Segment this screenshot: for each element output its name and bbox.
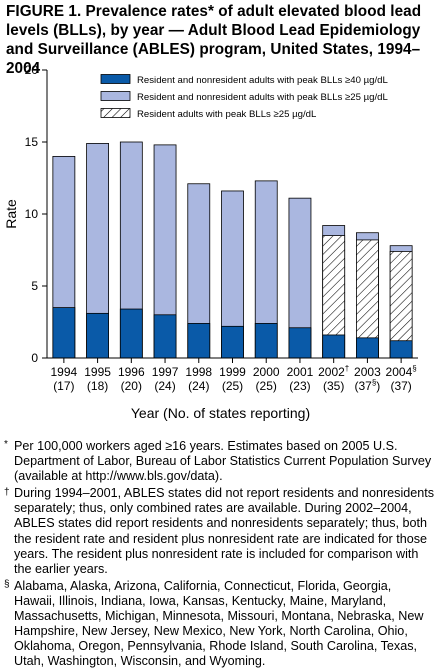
x-tick-sublabel-2003: (37§) [355, 378, 381, 393]
bar-peak-40-1994 [52, 307, 76, 359]
x-tick-sublabel-1994: (17) [53, 379, 74, 393]
y-axis-title: Rate [3, 199, 19, 229]
y-tick-label-20: 20 [25, 63, 39, 77]
x-tick-label-2001: 2001 [287, 365, 314, 379]
bars-layer [52, 141, 413, 359]
x-tick-sublabel-1998: (24) [188, 379, 209, 393]
legend-label-3: Resident adults with peak BLLs ≥25 µg/dL [137, 109, 317, 120]
footnote-star: * Per 100,000 workers aged ≥16 years. Es… [4, 439, 436, 484]
x-tick-sublabel-2001: (23) [289, 379, 310, 393]
footnote-section: § Alabama, Alaska, Arizona, California, … [4, 579, 436, 670]
x-tick-label-1995: 1995 [84, 365, 111, 379]
x-tick-label-1994: 1994 [51, 365, 78, 379]
bar-chart: 0 5 10 15 20 Rate 1994(17) 1995(18) 1996(20) 1997… [3, 63, 418, 393]
legend-label-1: Resident and nonresident adults with pea… [137, 75, 388, 86]
footnote-dagger-mark: † [4, 487, 10, 499]
bar-peak-40-1996 [119, 308, 143, 359]
x-tick-label-1998: 1998 [185, 365, 212, 379]
bar-peak-40-2003 [356, 337, 379, 359]
x-tick-sublabel-2002: (35) [323, 379, 344, 393]
bar-peak-40-2000 [254, 323, 278, 359]
bar-peak-40-1995 [86, 312, 109, 359]
y-tick-label-10: 10 [25, 207, 39, 221]
legend-swatch-2 [100, 91, 131, 101]
x-tick-sublabel-1995: (18) [87, 379, 108, 393]
footnotes: * Per 100,000 workers aged ≥16 years. Es… [4, 439, 436, 671]
x-tick-sublabel-1997: (24) [154, 379, 175, 393]
y-tick-label-5: 5 [31, 279, 38, 293]
bar-peak-40-1997 [153, 314, 177, 359]
footnote-section-mark: § [4, 578, 10, 590]
figure-title: FIGURE 1. Prevalence rates* of adult ele… [6, 3, 422, 77]
footnote-dagger-text: During 1994–2001, ABLES states did not r… [14, 486, 435, 576]
legend-swatch-1 [100, 74, 131, 84]
y-tick-label-15: 15 [25, 135, 39, 149]
x-tick-label-2004: 2004§ [386, 364, 417, 379]
x-tick-label-1996: 1996 [118, 365, 145, 379]
footnote-star-text: Per 100,000 workers aged ≥16 years. Esti… [14, 439, 432, 484]
x-tick-label-2002: 2002† [318, 364, 349, 379]
chart-legend: Resident and nonresident adults with pea… [100, 74, 388, 120]
footnote-star-mark: * [4, 439, 8, 450]
bar-peak-40-1998 [187, 323, 211, 359]
footnote-section-text: Alabama, Alaska, Arizona, California, Co… [14, 578, 424, 669]
x-axis-title: Year (No. of states reporting) [130, 405, 311, 421]
x-tick-sublabel-1999: (25) [222, 379, 243, 393]
x-tick-label-1997: 1997 [152, 365, 179, 379]
x-tick-sublabel-2000: (25) [256, 379, 277, 393]
legend-swatch-3 [100, 108, 131, 118]
footnote-dagger: † During 1994–2001, ABLES states did not… [4, 486, 436, 577]
bar-peak-40-1999 [221, 325, 244, 359]
legend-label-2: Resident and nonresident adults with pea… [137, 92, 388, 103]
bar-peak-40-2002 [322, 334, 346, 359]
x-tick-sublabel-2004: (37) [390, 379, 411, 393]
y-tick-label-0: 0 [31, 351, 38, 365]
axes-layer: 0 5 10 15 20 Rate 1994(17) 1995(18) 1996(20) 1997… [3, 63, 418, 393]
bar-peak-40-2004 [389, 340, 413, 359]
x-tick-sublabel-1996: (20) [121, 379, 142, 393]
x-tick-label-2000: 2000 [253, 365, 280, 379]
bar-peak-40-2001 [288, 327, 312, 359]
x-tick-label-2003: 2003 [354, 365, 381, 379]
x-tick-label-1999: 1999 [219, 365, 246, 379]
